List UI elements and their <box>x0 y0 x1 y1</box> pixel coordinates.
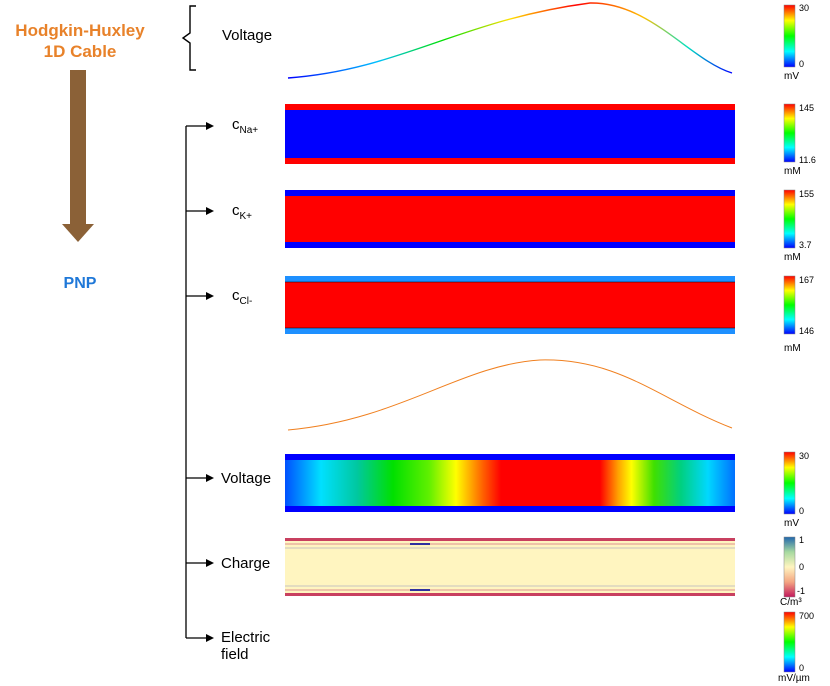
cb5-min: 0 <box>799 506 805 516</box>
cb4-unit: mM <box>784 343 801 354</box>
cb6-max: 1 <box>799 535 805 545</box>
cb7-min: 0 <box>799 663 805 673</box>
bracket-arrowheads <box>206 122 214 642</box>
label-ccl-main: c <box>232 287 240 304</box>
cb4-max: 167 <box>799 275 815 285</box>
cb5-max: 30 <box>799 451 810 461</box>
colorbar-ck <box>783 189 796 249</box>
colorbar-charge <box>783 536 796 598</box>
ccl-band <box>285 276 735 334</box>
cb6-mid: 0 <box>799 562 805 572</box>
bracket-tree <box>185 125 206 639</box>
cb7-max: 700 <box>799 611 815 621</box>
cb4-min: 146 <box>799 326 815 336</box>
cb3-unit: mM <box>784 252 801 263</box>
colorbar-ccl <box>783 275 796 335</box>
label-cna: cNa+ <box>232 116 258 136</box>
hh-title-line2: 1D Cable <box>43 42 117 61</box>
colorbar-voltage-top <box>783 4 796 68</box>
colorbar-cna <box>783 103 796 163</box>
label-voltage-bottom: Voltage <box>221 470 272 487</box>
label-efield: Electric field <box>221 629 270 663</box>
colorbar-voltage-bottom <box>783 451 796 515</box>
label-ccl-sub: Cl- <box>239 296 253 307</box>
label-ck-main: c <box>232 202 240 219</box>
colorbar-efield <box>783 611 796 673</box>
cb1-unit: mV <box>784 71 799 82</box>
cb2-unit: mM <box>784 166 801 177</box>
cna-band <box>285 104 735 164</box>
charge-band <box>285 538 735 596</box>
cb1-max: 30 <box>799 3 810 13</box>
label-ccl: cCl- <box>232 287 252 307</box>
label-charge: Charge <box>221 555 271 572</box>
pnp-title: PNP <box>63 275 97 292</box>
label-ck-sub: K+ <box>239 211 253 222</box>
pnp-voltage-curve <box>287 359 733 431</box>
cb5-unit: mV <box>784 518 799 529</box>
label-voltage-top: Voltage <box>222 27 273 44</box>
label-cna-main: c <box>232 116 240 133</box>
cb1-min: 0 <box>799 59 805 69</box>
cb3-min: 3.7 <box>799 240 812 250</box>
cb2-min: 11.6 <box>799 155 816 165</box>
hh-cable-title: Hodgkin-Huxley 1D Cable <box>0 20 160 62</box>
hh-voltage-curve <box>287 2 733 79</box>
voltage-band <box>285 454 735 512</box>
hh-title-line1: Hodgkin-Huxley <box>15 21 145 40</box>
cb2-max: 145 <box>799 103 815 113</box>
flow-arrow-down <box>62 70 94 242</box>
label-efield-line2: field <box>221 646 249 663</box>
label-ck: cK+ <box>232 202 252 222</box>
ck-band <box>285 190 735 248</box>
cb6-min: -1 <box>797 586 806 596</box>
cb3-max: 155 <box>799 189 815 199</box>
top-brace <box>181 5 196 71</box>
cb7-unit: mV/µm <box>778 673 810 684</box>
label-efield-line1: Electric <box>221 629 271 646</box>
label-cna-sub: Na+ <box>239 125 259 136</box>
efield-plot <box>285 608 735 672</box>
cb6-unit: C/m³ <box>780 597 802 608</box>
